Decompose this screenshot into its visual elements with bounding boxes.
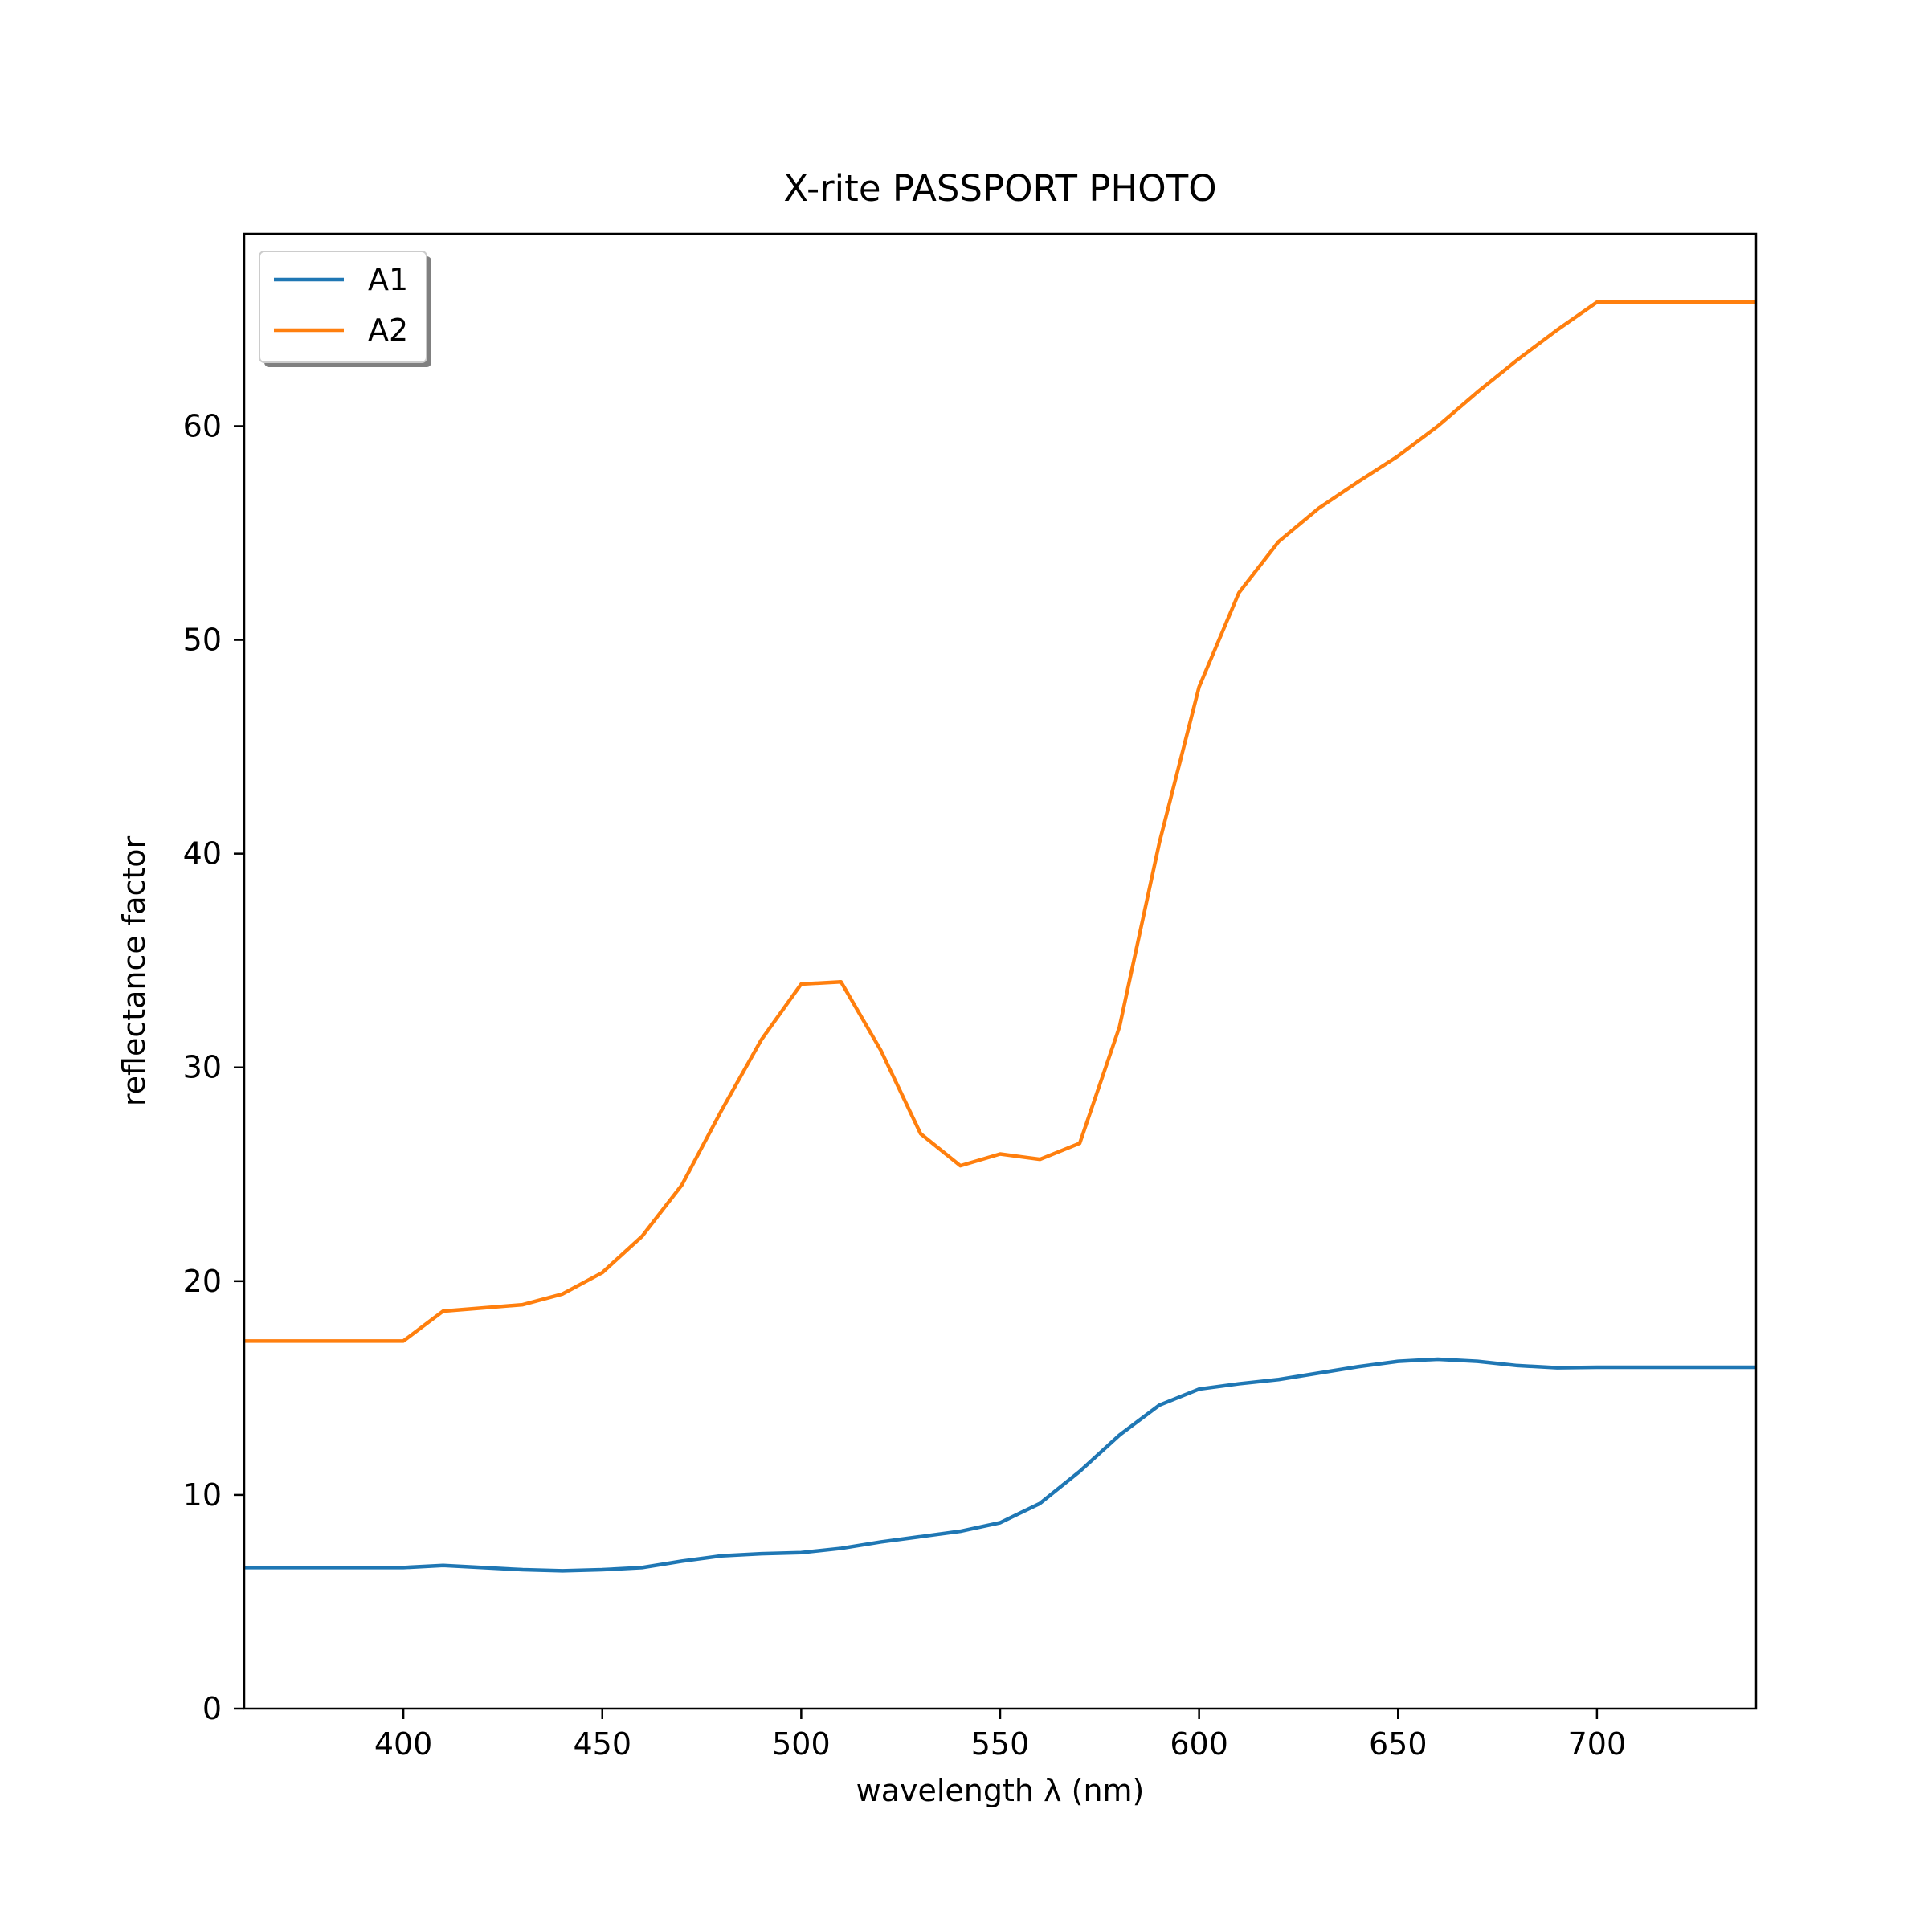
legend-label-a2: A2: [368, 312, 408, 348]
y-tick-label: 50: [183, 623, 222, 658]
x-tick-label: 650: [1369, 1726, 1428, 1762]
y-tick-label: 30: [183, 1050, 222, 1085]
chart-title: X-rite PASSPORT PHOTO: [783, 167, 1216, 210]
y-axis-label: reflectance factor: [116, 835, 152, 1106]
x-axis-label: wavelength λ (nm): [856, 1773, 1145, 1808]
x-tick-label: 600: [1170, 1726, 1228, 1762]
y-tick-label: 60: [183, 408, 222, 443]
x-tick-label: 550: [971, 1726, 1030, 1762]
y-tick-label: 10: [183, 1477, 222, 1513]
legend-label-a1: A1: [368, 262, 408, 297]
x-tick-label: 450: [573, 1726, 631, 1762]
y-tick-label: 0: [202, 1691, 222, 1726]
y-tick-label: 20: [183, 1264, 222, 1299]
y-tick-label: 40: [183, 836, 222, 872]
series-line-a1: [244, 1357, 1756, 1573]
x-tick-label: 700: [1568, 1726, 1627, 1762]
series-line-a2: [244, 300, 1756, 1343]
x-tick-label: 400: [374, 1726, 433, 1762]
x-tick-label: 500: [772, 1726, 831, 1762]
plot-area: 400 450 500 550 600 650 700 0 10 20 30 40 50 60: [183, 232, 1758, 1762]
